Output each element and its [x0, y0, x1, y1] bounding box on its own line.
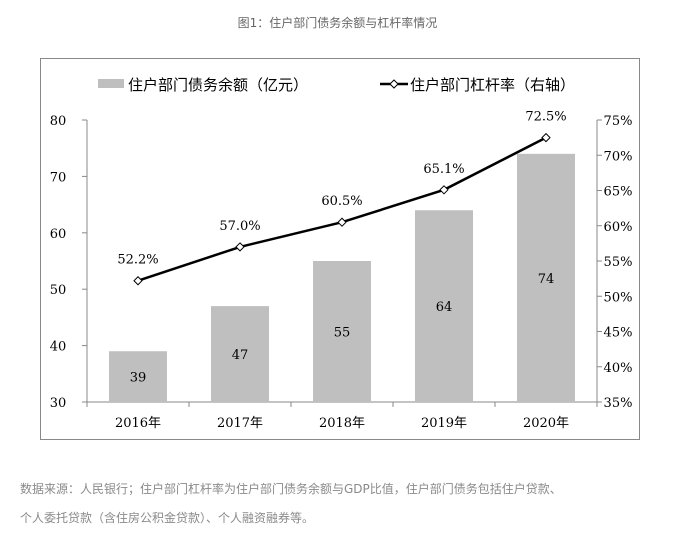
left-tick-label: 40 — [50, 340, 67, 355]
line-marker — [439, 185, 449, 195]
line-label: 60.5% — [321, 194, 362, 209]
line-label: 72.5% — [525, 110, 566, 125]
legend-line-marker — [389, 79, 399, 89]
right-tick-label: 45% — [604, 326, 633, 341]
bar-label: 64 — [436, 300, 453, 315]
right-tick-label: 75% — [604, 114, 633, 129]
left-tick-label: 30 — [50, 396, 67, 411]
chart-frame — [40, 58, 640, 440]
right-tick-label: 60% — [604, 220, 633, 235]
legend-bar-label: 住户部门债务余额（亿元） — [128, 76, 308, 94]
chart-title: 图1：住户部门债务余额与杠杆率情况 — [237, 16, 438, 30]
right-tick-label: 35% — [604, 396, 633, 411]
left-tick-label: 50 — [50, 283, 67, 298]
x-tick-label: 2019年 — [421, 416, 467, 431]
x-tick-label: 2017年 — [217, 416, 263, 431]
line-marker — [337, 217, 347, 227]
left-tick-label: 80 — [50, 114, 67, 129]
line-label: 52.2% — [117, 253, 158, 268]
left-tick-label: 60 — [50, 227, 67, 242]
right-tick-label: 70% — [604, 149, 633, 164]
bar — [109, 351, 167, 402]
line-marker — [235, 242, 245, 252]
bar-label: 47 — [232, 348, 249, 363]
bar — [517, 153, 575, 402]
bar — [415, 210, 473, 402]
line-label: 65.1% — [423, 162, 464, 177]
right-tick-label: 65% — [604, 185, 633, 200]
left-tick-label: 70 — [50, 170, 67, 185]
source-note-line1: 数据来源：人民银行；住户部门杠杆率为住户部门债务余额与GDP比值，住户部门债务包… — [20, 482, 562, 496]
right-tick-label: 40% — [604, 361, 633, 376]
legend-line-label: 住户部门杠杆率（右轴） — [410, 76, 575, 94]
bar-label: 74 — [538, 272, 555, 287]
line-label: 57.0% — [219, 219, 260, 234]
line-marker — [541, 132, 551, 143]
x-tick-label: 2020年 — [523, 416, 569, 431]
right-tick-label: 55% — [604, 255, 633, 270]
bar-label: 55 — [334, 326, 351, 341]
bar — [211, 306, 269, 402]
line-marker — [133, 276, 143, 286]
x-tick-label: 2016年 — [115, 416, 161, 431]
legend-bar-swatch — [98, 79, 124, 88]
source-note-line2: 个人委托贷款（含住房公积金贷款）、个人融资融券等。 — [20, 511, 315, 525]
right-tick-label: 50% — [604, 290, 633, 305]
bar — [313, 261, 371, 402]
bar-label: 39 — [130, 371, 147, 386]
x-tick-label: 2018年 — [319, 416, 365, 431]
